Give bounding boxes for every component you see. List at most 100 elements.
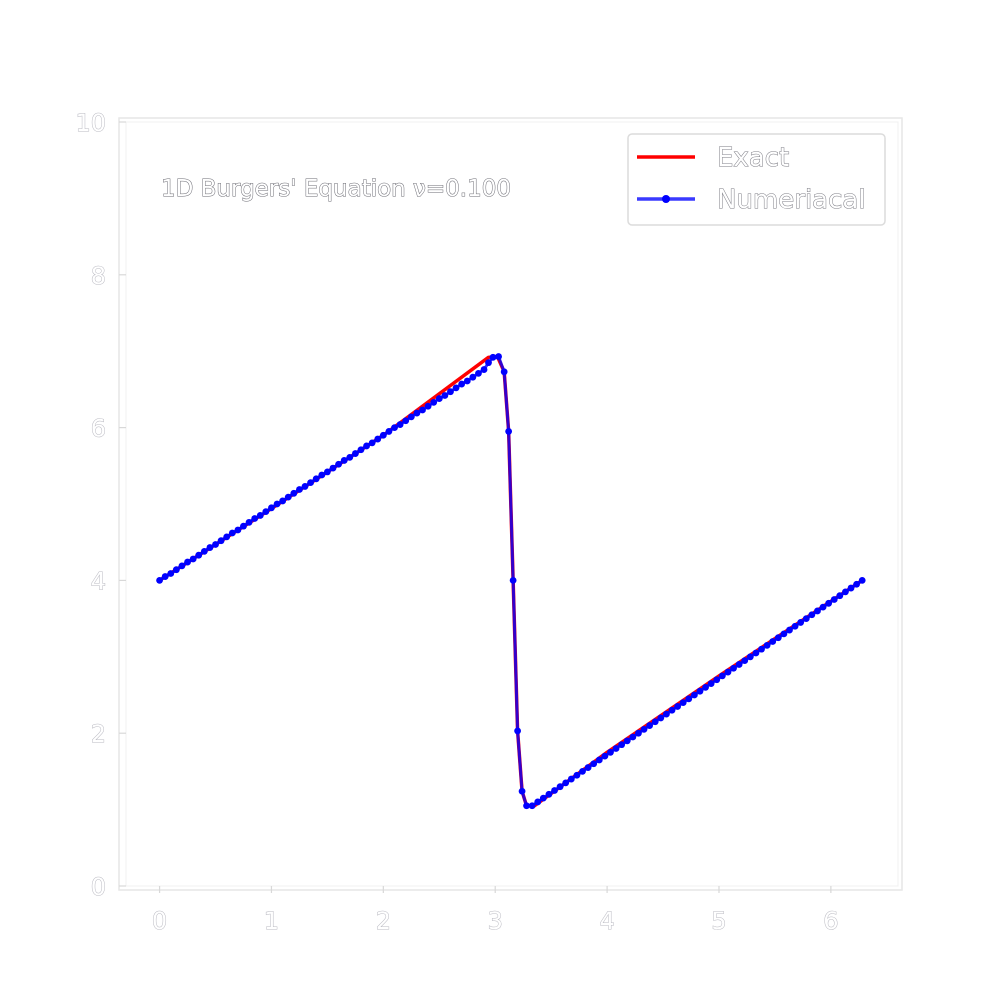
data-point bbox=[819, 603, 827, 611]
x-axis: 0 1 2 3 4 5 6 bbox=[151, 886, 839, 936]
data-point bbox=[853, 580, 860, 588]
data-point bbox=[396, 421, 404, 428]
data-point bbox=[657, 714, 665, 722]
data-point bbox=[696, 687, 704, 695]
data-point bbox=[808, 611, 816, 619]
data-point bbox=[735, 661, 743, 668]
data-point bbox=[651, 718, 659, 726]
data-point bbox=[534, 798, 542, 806]
data-point bbox=[514, 727, 521, 735]
data-point bbox=[612, 745, 620, 752]
data-point bbox=[251, 515, 259, 522]
x-tick-label: 6 bbox=[823, 907, 838, 935]
data-point bbox=[842, 588, 849, 596]
data-point bbox=[690, 691, 698, 699]
data-point bbox=[802, 615, 810, 622]
data-point bbox=[528, 802, 536, 810]
legend-exact-label: Exact bbox=[717, 143, 789, 173]
data-point bbox=[713, 676, 721, 684]
data-point bbox=[307, 479, 315, 487]
data-point bbox=[758, 645, 765, 653]
data-point bbox=[679, 699, 687, 707]
data-point bbox=[419, 406, 426, 414]
data-point bbox=[458, 380, 466, 388]
y-tick-label: 8 bbox=[91, 262, 106, 290]
data-point bbox=[674, 703, 681, 710]
data-point bbox=[223, 533, 231, 541]
data-point bbox=[189, 555, 197, 563]
data-point bbox=[335, 460, 342, 468]
data-point bbox=[245, 518, 253, 526]
data-point bbox=[663, 710, 670, 718]
data-point bbox=[195, 551, 203, 559]
data-point bbox=[296, 486, 303, 493]
data-point bbox=[161, 573, 169, 580]
data-point bbox=[469, 373, 477, 381]
data-point bbox=[279, 497, 287, 505]
data-point bbox=[646, 722, 654, 729]
data-point bbox=[814, 607, 821, 615]
data-point bbox=[489, 353, 497, 361]
data-point bbox=[584, 764, 592, 771]
y-axis: 0 2 4 6 8 10 bbox=[75, 109, 126, 902]
data-point bbox=[518, 787, 526, 795]
data-point bbox=[590, 760, 598, 768]
data-point bbox=[551, 787, 558, 794]
data-point bbox=[509, 577, 517, 584]
data-point bbox=[485, 359, 492, 367]
data-point bbox=[312, 475, 320, 483]
axes-inner-frame bbox=[125, 121, 899, 887]
data-point bbox=[746, 653, 754, 661]
data-point bbox=[480, 366, 488, 373]
data-point bbox=[786, 626, 793, 634]
x-tick-label: 4 bbox=[599, 907, 614, 935]
data-point bbox=[797, 619, 805, 626]
data-point bbox=[374, 435, 382, 443]
plot-frame bbox=[118, 117, 903, 891]
data-point bbox=[340, 457, 348, 464]
data-point bbox=[206, 544, 214, 551]
data-point bbox=[447, 388, 454, 396]
data-point bbox=[523, 802, 530, 810]
data-point bbox=[268, 504, 275, 512]
data-point bbox=[724, 668, 732, 676]
equation-annotation: 1D Burgers' Equation ν=0.100 bbox=[161, 176, 511, 202]
data-point bbox=[391, 424, 398, 431]
data-point bbox=[379, 431, 387, 439]
data-point bbox=[156, 577, 163, 584]
data-point bbox=[718, 672, 726, 680]
data-point bbox=[607, 748, 614, 756]
data-point bbox=[200, 547, 208, 555]
data-point bbox=[318, 471, 326, 479]
data-point bbox=[351, 450, 359, 457]
data-point bbox=[290, 489, 298, 497]
data-point bbox=[539, 794, 547, 802]
data-point bbox=[685, 695, 693, 703]
data-point bbox=[240, 522, 247, 530]
data-point bbox=[702, 683, 709, 691]
legend-numerical-label: Numeriacal bbox=[717, 185, 866, 215]
data-point bbox=[629, 733, 637, 741]
data-point bbox=[407, 413, 415, 421]
data-point bbox=[640, 725, 648, 733]
data-point bbox=[635, 729, 642, 737]
data-point bbox=[323, 468, 331, 476]
data-point bbox=[601, 752, 609, 760]
y-tick-label: 10 bbox=[75, 109, 106, 137]
data-point bbox=[217, 537, 225, 545]
data-point bbox=[178, 562, 186, 570]
data-point bbox=[769, 638, 777, 645]
data-point bbox=[858, 577, 866, 584]
data-point bbox=[424, 402, 432, 410]
axes-outer-frame bbox=[118, 117, 903, 891]
data-point bbox=[567, 775, 575, 783]
data-point bbox=[329, 464, 337, 472]
data-point bbox=[385, 428, 393, 435]
data-point bbox=[763, 641, 771, 649]
plot-series bbox=[156, 353, 866, 810]
data-point bbox=[623, 737, 631, 745]
data-point bbox=[346, 454, 354, 461]
data-point bbox=[556, 783, 564, 791]
x-tick-label: 1 bbox=[264, 907, 279, 935]
data-point bbox=[595, 756, 603, 764]
